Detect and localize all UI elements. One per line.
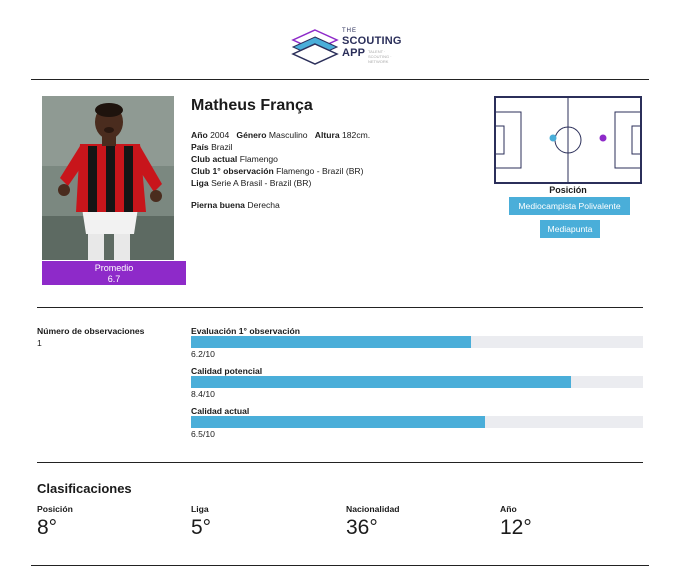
logo-line1: SCOUTING [342,35,402,47]
info-row-foot: Pierna buena Derecha [191,199,280,211]
foot-label: Pierna buena [191,200,245,210]
logo-tagline: TALENT · SCOUTING · NETWORK [368,49,392,64]
average-label: Promedio [94,263,134,273]
rating-label: Evaluación 1° observación [191,326,300,336]
year-label: Año [191,130,208,140]
secondary-position-marker [599,134,607,142]
classifications-title: Clasificaciones [37,481,132,496]
first-obs-club-value: Flamengo - Brazil (BR) [276,166,364,176]
rating-bar [191,336,472,348]
divider-top [31,79,649,80]
info-row-league: Liga Serie A Brasil - Brazil (BR) [191,177,311,189]
league-label: Liga [191,178,209,188]
foot-value: Derecha [247,200,280,210]
rating-track [191,416,643,428]
divider-middle [37,307,643,308]
divider-lower [37,462,643,463]
classification-label: Posición [37,504,73,514]
rating-label: Calidad potencial [191,366,263,376]
gender-label: Género [236,130,267,140]
year-value: 2004 [210,130,230,140]
position-pitch [494,96,642,189]
rating-track [191,376,643,388]
rating-value: 6.5/10 [191,429,215,439]
primary-position-marker [549,134,557,142]
club-label: Club actual [191,154,238,164]
logo-the: THE [342,28,357,34]
classification-label: Nacionalidad [346,504,400,514]
first-obs-club-label: Club 1° observación [191,166,274,176]
classification-value: 36° [346,516,378,539]
observations-value: 1 [37,338,42,348]
info-row-club: Club actual Flamengo [191,153,278,165]
position-badge-primary: Mediocampista Polivalente [509,197,630,215]
rating-bar [191,376,571,388]
country-label: País [191,142,209,152]
position-badge-secondary: Mediapunta [540,220,600,238]
rating-label: Calidad actual [191,406,250,416]
rating-value: 8.4/10 [191,389,215,399]
average-badge: Promedio 6.7 [42,261,186,285]
player-photo [42,96,174,260]
position-title: Posición [549,185,587,195]
divider-bottom [31,565,649,566]
club-value: Flamengo [239,154,278,164]
logo-mark-icon [291,29,339,65]
info-row-basic: Año 2004 Género Masculino Altura 182cm. [191,129,370,141]
info-row-country: País Brazil [191,141,233,153]
classification-label: Liga [191,504,209,514]
classification-value: 12° [500,516,532,539]
pitch-diagram [494,96,642,184]
average-value: 6.7 [107,274,121,284]
rating-value: 6.2/10 [191,349,215,359]
info-row-first-obs-club: Club 1° observación Flamengo - Brazil (B… [191,165,364,177]
height-label: Altura [314,130,340,140]
player-name: Matheus França [191,97,313,114]
gender-value: Masculino [268,130,308,140]
classification-value: 8° [37,516,58,539]
rating-track [191,336,643,348]
logo-line2: APP [342,47,366,59]
country-value: Brazil [211,142,233,152]
league-value: Serie A Brasil - Brazil (BR) [211,178,312,188]
height-value: 182cm. [342,130,371,140]
observations-label: Número de observaciones [37,326,145,336]
classification-label: Año [500,504,517,514]
classification-value: 5° [191,516,212,539]
rating-bar [191,416,485,428]
